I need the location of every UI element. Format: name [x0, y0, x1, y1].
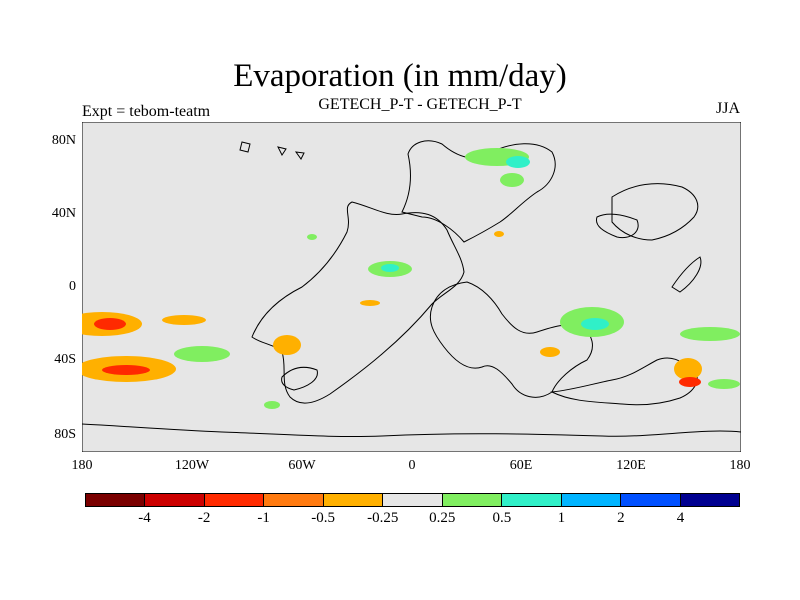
colorbar-label: 0.25 — [429, 510, 456, 526]
lon-tick-label: 60E — [509, 458, 533, 473]
lat-tick-label: 0 — [69, 279, 76, 294]
patch-pos-green-c3 — [307, 234, 317, 240]
colorbar-swatch — [561, 494, 622, 506]
lat-tick-label: 80S — [54, 427, 76, 442]
colorbar-swatch — [383, 494, 443, 506]
patch-pos-green-w4 — [174, 346, 230, 362]
asia-inland-sea — [611, 183, 699, 241]
colorbar-label: -1 — [257, 510, 270, 526]
colorbar-label: -0.5 — [311, 510, 336, 526]
colorbar-label: 2 — [617, 510, 625, 526]
americas-west-landmass — [251, 201, 465, 404]
colorbar-label: 0.5 — [492, 510, 512, 526]
map-subtitle: GETECH_P-T - GETECH_P-T — [318, 96, 522, 113]
antarctica-coast — [82, 423, 741, 438]
colorbar-label: -0.25 — [367, 510, 399, 526]
lat-tick-label: 40S — [54, 352, 76, 367]
patch-neg-red-w1 — [94, 318, 126, 330]
patch-pos-green-e5 — [708, 379, 740, 389]
colorbar-swatch — [502, 494, 562, 506]
colorbar-label: -4 — [138, 510, 151, 526]
lon-tick-label: 60W — [288, 458, 316, 473]
eastern-island — [595, 213, 639, 239]
patch-pos-cyan-n1 — [506, 156, 530, 168]
lon-tick-label: 0 — [408, 458, 416, 473]
colorbar — [85, 493, 740, 507]
patch-neg-orange-c2 — [360, 300, 380, 306]
patch-neg-red-e4 — [679, 377, 701, 387]
lat-tick-label: 80N — [51, 133, 76, 148]
patch-pos-green-s1 — [264, 401, 280, 409]
patch-pos-green-e3 — [680, 327, 740, 341]
lat-tick-label: 40N — [51, 206, 76, 221]
lon-tick-label: 120W — [174, 458, 210, 473]
patch-neg-orange-n3 — [494, 231, 504, 237]
patch-neg-red-w3 — [102, 365, 150, 375]
patch-neg-orange-w5 — [273, 335, 301, 355]
contour-patches — [82, 148, 740, 409]
colorbar-label: 1 — [557, 510, 566, 526]
patch-neg-orange-e4 — [674, 358, 702, 380]
africa-landmass — [429, 281, 593, 398]
lon-tick-label: 120E — [616, 458, 646, 473]
colorbar-swatch — [86, 494, 146, 506]
patch-pos-cyan-c1 — [381, 264, 399, 272]
lon-tick-label: 180 — [71, 458, 93, 473]
colorbar-swatch — [264, 494, 324, 506]
north-landmass — [401, 140, 556, 243]
east-island-chain — [671, 256, 702, 293]
map-svg — [82, 122, 741, 452]
colorbar-swatch — [323, 494, 384, 506]
colorbar-swatch — [204, 494, 265, 506]
map-title: Evaporation (in mm/day) — [233, 58, 567, 94]
patch-pos-cyan-e1 — [581, 318, 609, 330]
lon-tick-label: 180 — [729, 458, 751, 473]
colorbar-swatch — [442, 494, 503, 506]
map-background — [82, 122, 741, 452]
colorbar-swatch — [621, 494, 681, 506]
season-label: JJA — [715, 100, 740, 117]
patch-pos-green-n2 — [500, 173, 524, 187]
patch-neg-orange-e2 — [540, 347, 560, 357]
map-panel — [82, 122, 741, 452]
colorbar-label: 4 — [676, 510, 685, 526]
patch-neg-orange-w2 — [162, 315, 206, 325]
colorbar-swatch — [145, 494, 205, 506]
arctic-islets — [239, 141, 305, 160]
colorbar-label: -2 — [197, 510, 211, 526]
southern-islet — [281, 366, 318, 391]
colorbar-swatch — [680, 494, 739, 506]
experiment-label: Expt = tebom-teatm — [82, 103, 211, 120]
